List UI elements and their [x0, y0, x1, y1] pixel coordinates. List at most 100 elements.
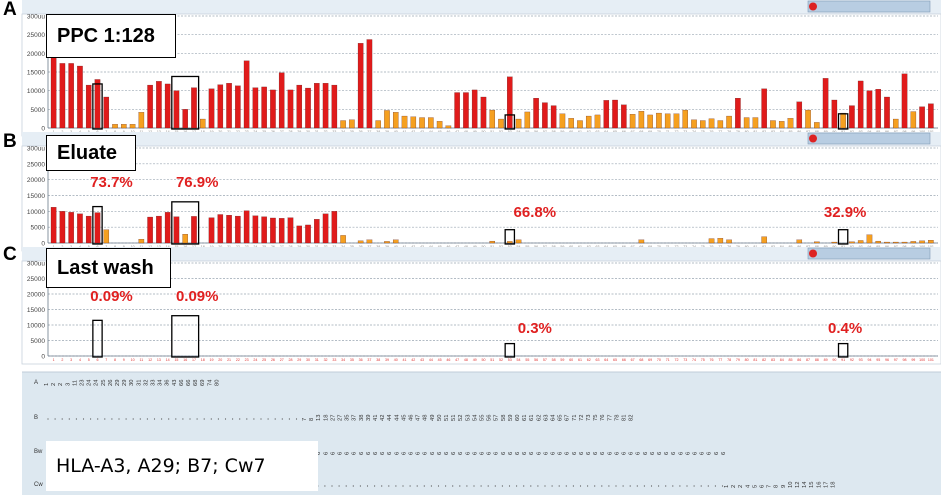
bar	[252, 87, 259, 129]
bar	[489, 109, 496, 129]
x-tick-label: 26	[271, 358, 275, 362]
bar	[612, 99, 618, 129]
bar	[164, 83, 171, 129]
allele-cell: 78	[614, 415, 620, 421]
x-tick-label: 88	[815, 358, 819, 362]
allele-cell: 16	[816, 482, 822, 488]
allele-cell: 18	[323, 415, 329, 421]
bar	[875, 240, 881, 244]
allele-cell: 6	[501, 452, 507, 455]
bar	[85, 84, 92, 129]
y-tick-label: 25000	[27, 32, 45, 39]
bar	[726, 239, 732, 244]
record-icon[interactable]	[809, 2, 817, 11]
allele-cell: 6	[359, 452, 365, 455]
x-tick-label: 40	[394, 358, 398, 362]
x-tick-label: 59	[560, 358, 564, 362]
empty-cell-dot	[132, 418, 134, 420]
bar	[94, 79, 101, 129]
bar	[331, 211, 338, 244]
x-tick-label: 97	[894, 358, 898, 362]
x-tick-label: 36	[359, 358, 363, 362]
bar	[445, 125, 452, 129]
empty-cell-dot	[587, 485, 589, 487]
allele-row-label: B	[34, 415, 38, 421]
x-tick-label: 16	[183, 358, 187, 362]
empty-cell-dot	[579, 485, 582, 487]
x-tick-label: 54	[517, 358, 521, 362]
x-tick-label: 73	[683, 358, 687, 362]
bar	[726, 115, 732, 129]
empty-cell-dot	[487, 485, 489, 487]
empty-cell-dot	[693, 485, 695, 487]
allele-cell: 6	[657, 452, 663, 455]
empty-cell-dot	[239, 418, 241, 420]
y-tick-label: 0	[41, 126, 45, 133]
allele-cell: 6	[558, 452, 564, 455]
empty-cell-dot	[366, 485, 369, 487]
empty-cell-dot	[75, 418, 77, 420]
allele-cell: 50	[437, 415, 443, 421]
highlight-box	[92, 205, 103, 245]
x-tick-label: 25	[262, 358, 266, 362]
bar	[691, 119, 697, 129]
empty-cell-dot	[594, 485, 596, 487]
x-tick-label: 41	[403, 358, 407, 362]
x-tick-label: 72	[674, 358, 678, 362]
panel-header-strip	[22, 132, 941, 146]
empty-cell-dot	[331, 485, 333, 487]
bar	[471, 89, 478, 129]
empty-cell-dot	[473, 485, 475, 487]
x-tick-label: 61	[578, 358, 582, 362]
record-icon[interactable]	[809, 249, 817, 258]
empty-cell-dot	[139, 418, 141, 420]
bar	[156, 81, 162, 129]
allele-cell: 6	[373, 452, 379, 455]
x-tick-label: 20	[218, 358, 222, 362]
y-tick-label: 15000	[27, 193, 45, 200]
allele-cell: 6	[685, 452, 691, 455]
header-controls[interactable]	[807, 132, 931, 145]
highlight-box	[837, 229, 849, 245]
bar	[875, 89, 881, 129]
allele-cell: 6	[380, 452, 386, 455]
x-tick-label: 4	[79, 358, 81, 362]
bar	[85, 215, 92, 244]
empty-cell-dot	[90, 418, 92, 420]
record-icon[interactable]	[809, 134, 817, 143]
x-tick-label: 89	[824, 358, 828, 362]
allele-cell: 58	[501, 415, 507, 421]
empty-cell-dot	[516, 485, 518, 487]
y-tick-label: 25000	[27, 161, 45, 168]
allele-cell: 24	[94, 379, 100, 386]
allele-cell: 6	[664, 452, 670, 455]
bar	[200, 118, 206, 129]
bar	[331, 84, 338, 129]
empty-cell-dot	[615, 485, 617, 487]
allele-cell: 6	[366, 452, 372, 455]
bar	[173, 216, 180, 244]
header-controls[interactable]	[807, 247, 931, 260]
x-tick-label: 17	[192, 358, 196, 362]
x-tick-label: 48	[464, 358, 468, 362]
empty-cell-dot	[61, 418, 63, 420]
y-tick-label: 20000	[27, 292, 45, 299]
allele-cell: 6	[480, 452, 486, 455]
bar	[226, 215, 232, 244]
allele-cell: 6	[522, 452, 528, 455]
empty-cell-dot	[707, 485, 709, 487]
x-tick-label: 13	[157, 358, 161, 362]
allele-cell: 66	[179, 380, 185, 386]
hla-typing-label: HLA-A3, A29; B7; Cw7	[46, 441, 318, 491]
header-controls[interactable]	[807, 0, 931, 13]
panel-header-strip	[22, 0, 941, 14]
bar	[252, 215, 259, 244]
bar	[314, 83, 320, 129]
allele-cell: 27	[338, 415, 344, 421]
bar	[805, 109, 811, 129]
x-tick-label: 31	[315, 358, 319, 362]
empty-cell-dot	[686, 485, 688, 487]
allele-cell: 59	[508, 415, 514, 421]
empty-cell-dot	[260, 418, 262, 420]
x-tick-label: 28	[288, 358, 292, 362]
